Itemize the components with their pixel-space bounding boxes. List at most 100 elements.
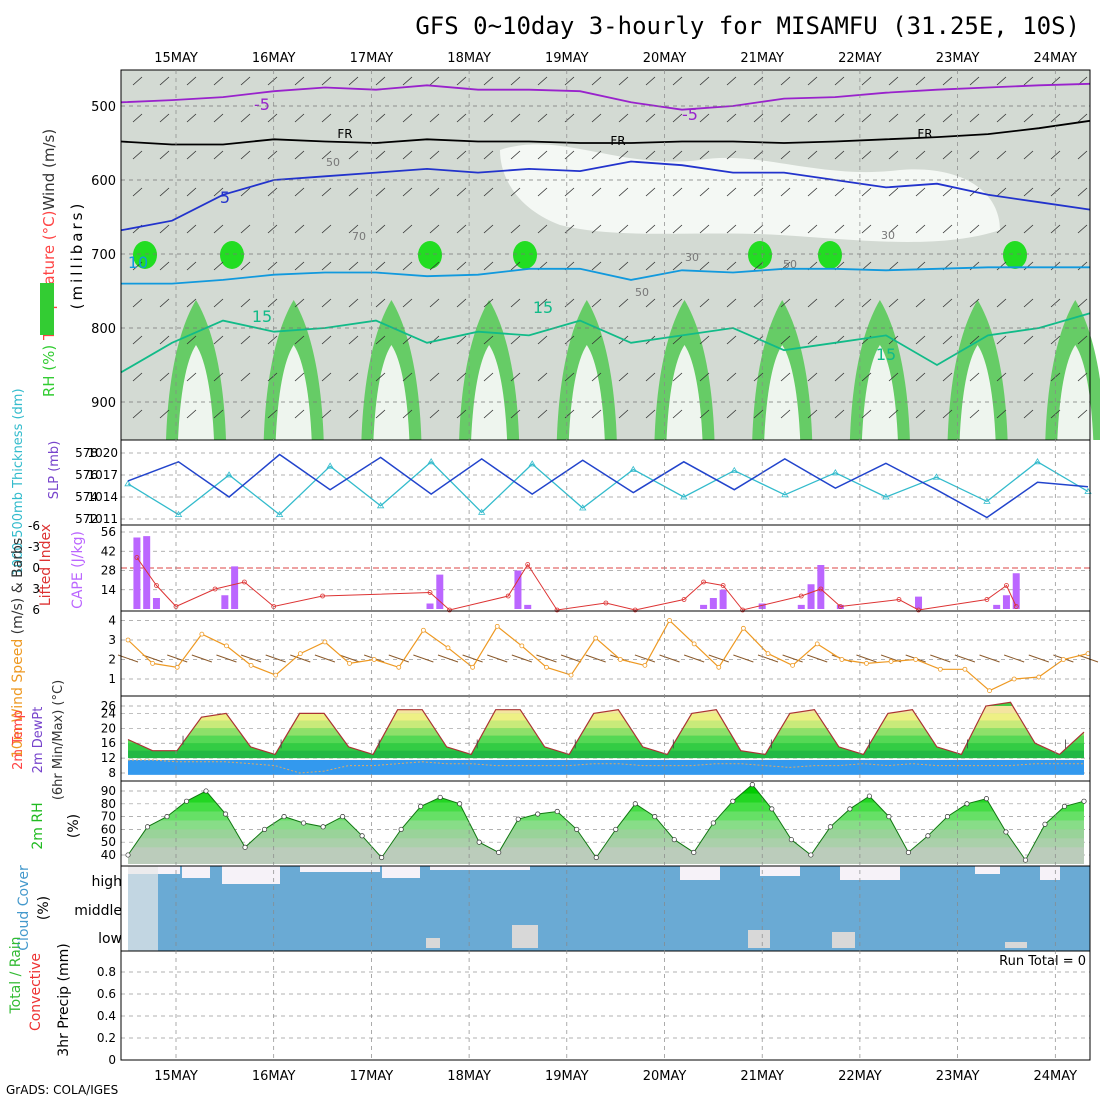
wind-barb [807, 409, 818, 419]
wind-barb [1023, 298, 1034, 308]
rh-core [220, 241, 244, 269]
thickness-marker [579, 504, 587, 511]
li-tick-label: 6 [32, 603, 40, 617]
cape-bar [221, 595, 229, 609]
isotherm-label: -5 [682, 105, 698, 124]
wind-barb [429, 261, 440, 271]
wind-speed-marker [347, 661, 352, 666]
dewpoint-line [128, 759, 1084, 774]
wind-barb [159, 76, 170, 86]
precip-tick-label: 0.8 [97, 965, 116, 979]
wind-barb-10m [683, 654, 705, 663]
wind-barb [294, 187, 305, 197]
isotherm-line [120, 312, 1091, 374]
wind-barb [996, 187, 1007, 197]
wind-barb [375, 187, 386, 197]
rh-contour-label: 50 [783, 258, 797, 271]
wind-barb [456, 76, 467, 86]
wind-barb [753, 409, 764, 419]
wind-barb [294, 409, 305, 419]
high-cloud-gap [680, 866, 720, 880]
temp-tick-label: 24 [101, 706, 116, 720]
wind-barb-10m [265, 654, 286, 663]
temp-tick-label: 20 [101, 721, 116, 735]
wind-barb-10m [339, 654, 360, 663]
cloud-bg [128, 866, 1090, 951]
isotherm-label: 5 [220, 188, 230, 207]
wind-barb [510, 409, 521, 419]
wind-barb-10m [314, 654, 336, 663]
rh-contour-label: 30 [685, 251, 699, 264]
wind-barb [861, 224, 872, 234]
rh-contour-label: 70 [352, 230, 366, 243]
rh-marker [379, 855, 385, 861]
rh-marker [710, 820, 716, 826]
day-label-bottom: 17MAY [350, 1069, 394, 1084]
high-cloud-gap [840, 866, 900, 880]
wind-barb [510, 150, 521, 160]
wind-barb [537, 409, 548, 419]
wind-barb [645, 150, 656, 160]
cape-bar [436, 574, 444, 609]
lifted-index-marker [212, 586, 218, 592]
rh-marker [359, 833, 365, 839]
day-label-top: 20MAY [643, 51, 687, 66]
lifted-index-marker [701, 579, 706, 585]
wind-barb [672, 335, 683, 345]
dry-core [471, 345, 508, 440]
wind-barb [321, 150, 332, 160]
wind-barb [807, 150, 818, 160]
cloud-row-label: low [98, 931, 122, 947]
wind-barb [186, 409, 197, 419]
wind-axis-part: 10m Wind Speed [10, 639, 26, 758]
wind-barb [1050, 335, 1061, 345]
slp-tick-label: 1014 [87, 490, 118, 504]
wind-barb [267, 76, 278, 86]
wind-barb [294, 224, 305, 234]
wind-speed-marker [839, 657, 845, 662]
wind-barb [510, 224, 521, 234]
day-label-bottom: 22MAY [838, 1069, 882, 1084]
wind-barb [969, 335, 980, 345]
wind-barb [618, 150, 629, 160]
dry-core [861, 345, 898, 440]
rh-marker [691, 849, 697, 855]
wind-barb [321, 409, 332, 419]
wind-barb [456, 261, 467, 271]
wind-barb [375, 261, 386, 271]
cape-bar [915, 596, 923, 609]
high-cloud-gap [975, 866, 1000, 874]
wind-barb [402, 113, 413, 123]
wind-barb [375, 409, 386, 419]
wind-barb-10m [191, 654, 213, 663]
day-label-top: 24MAY [1034, 51, 1078, 66]
wind-barb [861, 150, 872, 160]
wind-barb-10m [1077, 654, 1099, 663]
wind-barb [645, 187, 656, 197]
rh-marker [301, 820, 307, 826]
wind-barb [969, 150, 980, 160]
wind-speed-marker [593, 635, 599, 641]
rh-marker [535, 811, 541, 817]
low-cloud-block [426, 938, 440, 948]
isotherm-line [121, 266, 1090, 285]
wind-barb-10m [807, 654, 828, 663]
lifted-index-marker [632, 607, 638, 613]
isotherm-label: 10 [128, 253, 148, 272]
dry-core [373, 345, 410, 440]
wind-barb [321, 187, 332, 197]
wind-barb [267, 261, 278, 271]
wind-barb [861, 76, 872, 86]
wind-barb [942, 150, 953, 160]
wind-barb [807, 76, 818, 86]
rh-marker [652, 814, 658, 820]
wind-speed-marker [224, 643, 229, 649]
wind-speed-marker [814, 641, 820, 647]
wind-barb [726, 335, 737, 345]
wind-barb [807, 298, 818, 308]
wind-barb [591, 372, 602, 382]
wind-barb-10m [1028, 654, 1049, 663]
wind-barb [726, 261, 737, 271]
thickness-marker [275, 510, 284, 517]
